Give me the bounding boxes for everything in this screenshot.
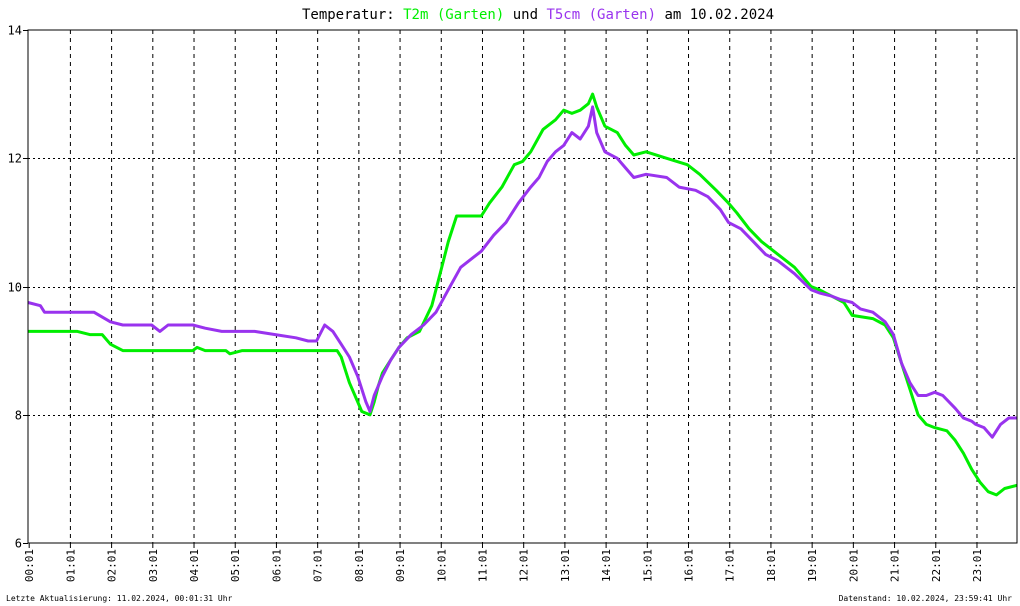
x-tick-label: 18:01 <box>765 549 778 582</box>
x-tick-label: 04:01 <box>188 549 201 582</box>
x-tick-label: 21:01 <box>889 549 902 582</box>
tick-labels: 00:01 01:01 02:01 03:01 04:01 05:01 06:01 07:01… <box>8 24 984 583</box>
y-tick-label: 12 <box>8 152 22 166</box>
grid <box>28 30 1017 543</box>
title-prefix: Temperatur: <box>302 7 403 23</box>
title-suffix: am 10.02.2024 <box>656 7 774 23</box>
x-tick-label: 06:01 <box>270 549 283 582</box>
x-tick-label: 03:01 <box>147 549 160 582</box>
title-series1: T2m (Garten) <box>403 7 504 23</box>
footer-last-update: Letzte Aktualisierung: 11.02.2024, 00:01… <box>6 594 233 603</box>
x-tick-label: 01:01 <box>64 549 77 582</box>
x-tick-label: 12:01 <box>518 549 531 582</box>
series-layer <box>27 92 1018 497</box>
x-tick-label: 09:01 <box>394 549 407 582</box>
x-tick-label: 19:01 <box>806 549 819 582</box>
x-tick-label: 07:01 <box>312 549 325 582</box>
y-tick-label: 10 <box>8 281 22 295</box>
x-tick-label: 02:01 <box>106 549 119 582</box>
plot-frame <box>27 29 1018 544</box>
x-tick-label: 05:01 <box>229 549 242 582</box>
x-tick-label: 15:01 <box>641 549 654 582</box>
x-tick-label: 17:01 <box>724 549 737 582</box>
x-tick-label: 16:01 <box>683 549 696 582</box>
x-tick-label: 23:01 <box>971 549 984 582</box>
x-tick-label: 14:01 <box>600 549 613 582</box>
axes <box>23 29 1018 548</box>
x-tick-label: 10:01 <box>435 549 448 582</box>
footer-data-status: Datenstand: 10.02.2024, 23:59:41 Uhr <box>839 594 1013 603</box>
y-tick-label: 8 <box>15 409 22 423</box>
x-tick-label: 11:01 <box>476 549 489 582</box>
x-tick-label: 00:01 <box>23 549 36 582</box>
x-tick-label: 20:01 <box>847 549 860 582</box>
series-line-t5cm <box>27 105 1017 439</box>
y-tick-label: 6 <box>15 537 22 551</box>
y-tick-label: 14 <box>8 24 22 38</box>
series-line-t2m <box>28 92 1018 497</box>
title-series2: T5cm (Garten) <box>546 7 656 23</box>
title-connector: und <box>504 7 546 23</box>
x-tick-label: 08:01 <box>353 549 366 582</box>
x-tick-label: 13:01 <box>559 549 572 582</box>
x-tick-label: 22:01 <box>930 549 943 582</box>
chart-title: Temperatur: T2m (Garten) und T5cm (Garte… <box>302 7 774 23</box>
